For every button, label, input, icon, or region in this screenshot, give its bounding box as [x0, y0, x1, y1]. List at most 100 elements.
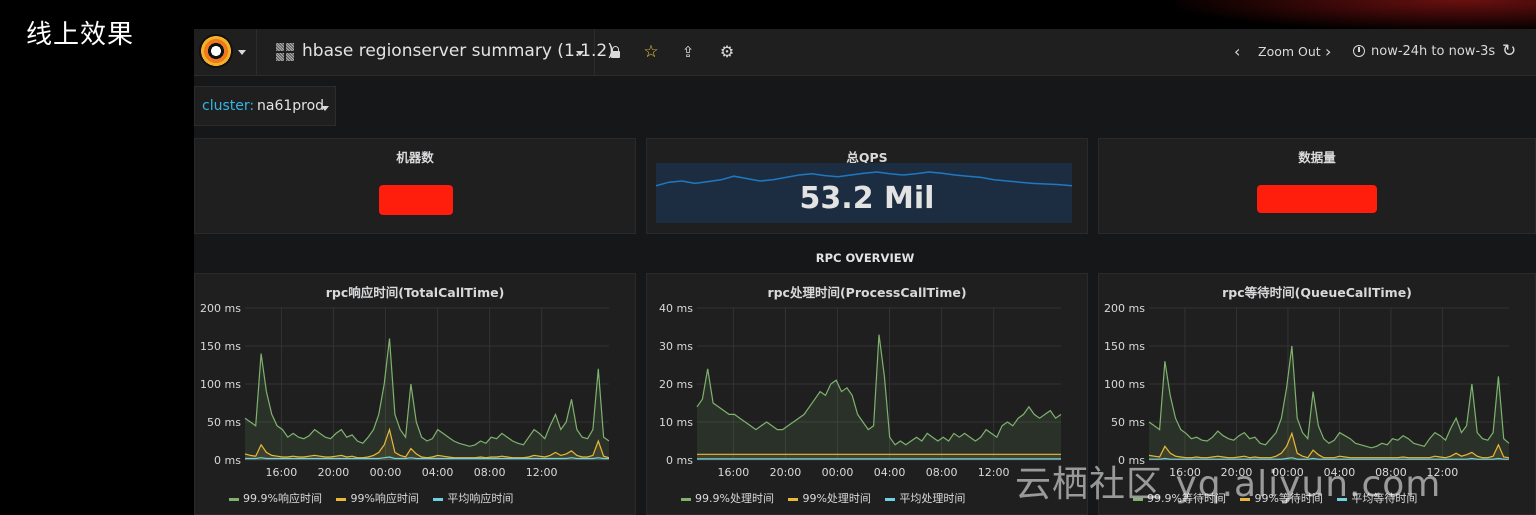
refresh-icon[interactable]: ↻	[1502, 41, 1517, 61]
slide-caption: 线上效果	[26, 20, 135, 50]
legend-item[interactable]: 平均处理时间	[885, 490, 965, 506]
redaction-mark	[379, 185, 453, 215]
x-tick-label: 12:00	[978, 466, 1010, 479]
panel-title: rpc等待时间(QueueCallTime)	[1222, 285, 1412, 300]
qps-sparkline	[655, 163, 1073, 223]
y-tick-label: 100 ms	[1104, 378, 1145, 391]
legend-item[interactable]: 99%响应时间	[336, 490, 419, 506]
legend: 99.9%等待时间 99%等待时间 平均等待时间	[1133, 490, 1428, 506]
series-line	[1148, 345, 1510, 449]
grafana-logo-icon	[199, 34, 233, 68]
stat-panel-data-volume[interactable]: 数据量	[1098, 138, 1536, 234]
series-line	[1149, 457, 1509, 460]
chevron-left-icon[interactable]: ‹	[1234, 42, 1241, 61]
series-line	[696, 334, 1062, 446]
time-range-picker[interactable]: now-24h to now-3s	[1371, 44, 1496, 59]
zoom-out-button[interactable]: Zoom Out	[1258, 44, 1321, 59]
panel-title: rpc处理时间(ProcessCallTime)	[767, 285, 967, 300]
sparkline-svg	[655, 171, 1073, 223]
watermark: 云栖社区 yq.aliyun.com	[1015, 464, 1442, 505]
panel-title: rpc响应时间(TotalCallTime)	[325, 285, 505, 300]
x-tick-label: 20:00	[318, 466, 350, 479]
variable-value: na61prod	[257, 98, 325, 114]
dashboard-picker[interactable]: hbase regionserver summary (1.1.2)	[258, 29, 614, 75]
x-tick-label: 08:00	[1375, 466, 1407, 479]
legend-item[interactable]: 99%处理时间	[788, 490, 871, 506]
legend-item[interactable]: 平均响应时间	[433, 490, 513, 506]
graph-queue-call-time: 0 ms 50 ms 100 ms 150 ms 200 ms 16:00 20:00 00:…	[1104, 302, 1510, 479]
clock-icon	[1353, 45, 1365, 57]
dashboard-title: hbase regionserver summary (1.1.2)	[302, 41, 614, 61]
panel-title: 总QPS	[846, 150, 888, 165]
x-tick-label: 04:00	[422, 466, 454, 479]
x-tick-label: 08:00	[926, 466, 958, 479]
graph-panel-queue-call-time[interactable]: rpc等待时间(QueueCallTime) 0 ms 50 ms 100 ms 15…	[1098, 273, 1536, 515]
y-tick-label: 100 ms	[200, 378, 241, 391]
series-line	[1148, 431, 1510, 459]
legend-item[interactable]: 99.9%处理时间	[681, 490, 774, 506]
legend-item[interactable]: 平均等待时间	[1337, 490, 1417, 506]
series-line	[244, 427, 610, 459]
graph-panel-process-call-time[interactable]: rpc处理时间(ProcessCallTime) 0 ms 10 ms 20 ms 3…	[646, 273, 1088, 515]
x-tick-label: 00:00	[822, 466, 854, 479]
stat-panel-qps[interactable]: 总QPS 53.2 Mil	[646, 138, 1088, 234]
graph-panel-total-call-time[interactable]: rpc响应时间(TotalCallTime) 0 ms 50 ms 100 ms 15…	[194, 273, 636, 515]
y-tick-label: 30 ms	[659, 340, 693, 353]
chevron-down-icon	[321, 106, 329, 111]
x-tick-label: 00:00	[1272, 466, 1304, 479]
lock-icon[interactable]	[606, 43, 624, 61]
star-icon[interactable]: ☆	[643, 42, 659, 62]
series-line	[244, 338, 610, 447]
x-tick-label: 04:00	[1324, 466, 1356, 479]
top-navbar: hbase regionserver summary (1.1.2) ☆ ⇪ ⚙…	[194, 29, 1536, 76]
legend: 99.9%响应时间 99%响应时间 平均响应时间	[229, 490, 524, 506]
share-icon[interactable]: ⇪	[681, 43, 695, 61]
grafana-menu-button[interactable]	[194, 29, 257, 75]
chevron-down-icon	[576, 51, 584, 56]
row-title: RPC OVERVIEW	[815, 251, 915, 265]
series-area	[697, 334, 1061, 460]
legend-item[interactable]: 99%等待时间	[1240, 490, 1323, 506]
graph-total-call-time: 0 ms 50 ms 100 ms 150 ms 200 ms 16:00 20:00 00:…	[200, 302, 610, 479]
legend-item[interactable]: 99.9%响应时间	[229, 490, 322, 506]
y-tick-label: 150 ms	[200, 340, 241, 353]
slide-decoration	[1176, 0, 1536, 30]
y-tick-label: 50 ms	[1111, 416, 1145, 429]
y-tick-label: 200 ms	[1104, 302, 1145, 315]
y-tick-label: 20 ms	[659, 378, 693, 391]
grafana-dashboard: hbase regionserver summary (1.1.2) ☆ ⇪ ⚙…	[194, 29, 1536, 515]
x-tick-label: 04:00	[874, 466, 906, 479]
y-tick-label: 0 ms	[666, 454, 693, 467]
x-tick-label: 12:00	[526, 466, 558, 479]
stat-panel-machines[interactable]: 机器数	[194, 138, 636, 234]
sparkline-line	[655, 171, 1073, 187]
x-tick-label: 16:00	[1169, 466, 1201, 479]
qps-value: 53.2 Mil	[799, 181, 935, 216]
sparkline-area	[656, 172, 1072, 223]
graph-process-call-time: 0 ms 10 ms 20 ms 30 ms 40 ms 16:00 20:00 00:00 0…	[659, 302, 1062, 479]
variable-name: cluster:	[202, 98, 255, 114]
y-tick-label: 50 ms	[207, 416, 241, 429]
legend: 99.9%处理时间 99%处理时间 平均处理时间	[681, 490, 976, 506]
gear-icon[interactable]: ⚙	[719, 42, 735, 61]
x-tick-label: 00:00	[370, 466, 402, 479]
legend-item[interactable]: 99.9%等待时间	[1133, 490, 1226, 506]
chevron-right-icon[interactable]: ›	[1325, 42, 1332, 61]
series-area	[1149, 433, 1509, 460]
y-tick-label: 0 ms	[214, 454, 241, 467]
x-tick-label: 20:00	[1221, 466, 1253, 479]
y-tick-label: 200 ms	[200, 302, 241, 315]
x-tick-label: 16:00	[718, 466, 750, 479]
y-tick-label: 40 ms	[659, 302, 693, 315]
series-area	[245, 338, 609, 460]
y-tick-label: 150 ms	[1104, 340, 1145, 353]
panel-title: 数据量	[1298, 150, 1336, 165]
dashboard-grid-icon	[276, 43, 294, 61]
y-tick-label: 10 ms	[659, 416, 693, 429]
series-line	[245, 456, 609, 460]
redaction-mark	[1257, 185, 1377, 213]
x-tick-label: 16:00	[266, 466, 298, 479]
cluster-variable-dropdown[interactable]: cluster: na61prod	[194, 86, 336, 126]
x-tick-label: 20:00	[770, 466, 802, 479]
y-tick-label: 0 ms	[1118, 454, 1145, 467]
